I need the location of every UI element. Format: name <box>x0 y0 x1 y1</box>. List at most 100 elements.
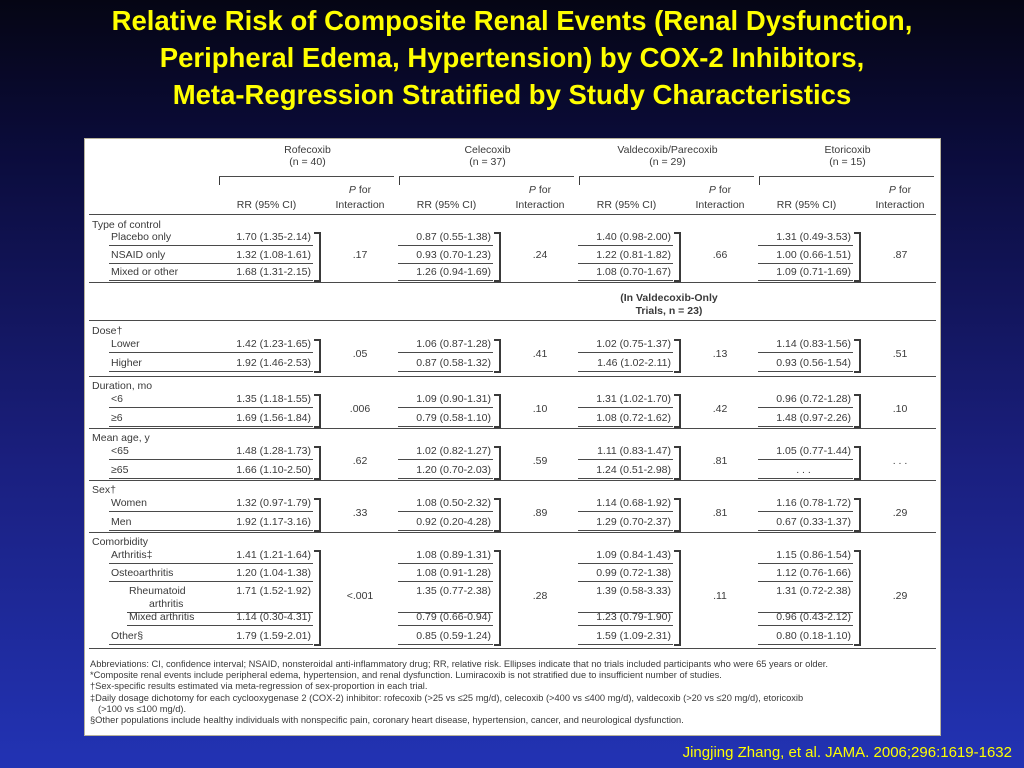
rr-cell: 1.08 (0.89-1.31) <box>416 549 491 561</box>
p-value: .59 <box>532 455 548 467</box>
rr-cell: 1.20 (0.70-2.03) <box>416 464 491 476</box>
section-rule <box>89 376 936 377</box>
row-rule <box>398 581 493 582</box>
interaction-bracket <box>314 394 321 428</box>
p-letter: P <box>348 184 356 196</box>
row-rule <box>578 625 673 626</box>
rr-cell: 1.12 (0.76-1.66) <box>776 567 851 579</box>
row-rule <box>109 426 313 427</box>
header-bottom-rule <box>89 214 936 215</box>
rr-cell: 0.99 (0.72-1.38) <box>596 567 671 579</box>
row-rule <box>398 407 493 408</box>
interaction-bracket <box>854 498 861 532</box>
table-figure: Rofecoxib (n = 40) RR (95% CI) P for Interac… <box>84 138 941 736</box>
p-value: .17 <box>352 249 368 261</box>
row-rule <box>398 352 493 353</box>
section-rule <box>89 320 936 321</box>
rr-cell: 0.93 (0.70-1.23) <box>416 249 491 261</box>
rr-cell: 1.23 (0.79-1.90) <box>596 611 671 623</box>
interaction-bracket <box>314 232 321 282</box>
rr-cell: 1.48 (0.97-2.26) <box>776 412 851 424</box>
valdecoxib-note: Trials, n = 23) <box>635 305 703 317</box>
row-rule <box>398 644 493 645</box>
p-value: .87 <box>892 249 908 261</box>
row-rule <box>758 371 853 372</box>
rr-cell: 1.11 (0.83-1.47) <box>597 445 671 457</box>
drug-n: (n = 29) <box>649 156 686 168</box>
row-label: <6 <box>111 393 123 405</box>
row-rule <box>758 581 853 582</box>
row-rule <box>398 280 493 281</box>
interaction-bracket <box>854 550 861 646</box>
header-rule <box>399 176 574 177</box>
header-rule <box>579 176 754 177</box>
rr-cell: 1.48 (1.28-1.73) <box>236 445 311 457</box>
row-rule <box>109 581 313 582</box>
header-bracket <box>399 176 403 185</box>
row-rule <box>398 263 493 264</box>
header-rule <box>219 176 394 177</box>
interaction-bracket <box>494 550 501 646</box>
row-rule <box>109 478 313 479</box>
row-rule <box>578 263 673 264</box>
rr-cell: 0.93 (0.56-1.54) <box>776 357 851 369</box>
section-label: Duration, mo <box>92 380 153 392</box>
p-letter: P <box>888 184 896 196</box>
p-value: .62 <box>352 455 368 467</box>
rr-cell: 1.35 (1.18-1.55) <box>236 393 311 405</box>
interaction-bracket <box>314 498 321 532</box>
row-rule <box>578 426 673 427</box>
p-interaction-header: Interaction <box>515 199 565 211</box>
rr-cell: 1.02 (0.82-1.27) <box>416 445 491 457</box>
footnote: (>100 vs ≤100 mg/d). <box>98 703 187 714</box>
p-header: P for <box>860 184 940 197</box>
rr-header: RR (95% CI) <box>416 199 477 211</box>
interaction-bracket <box>494 498 501 532</box>
section-label: Sex† <box>92 484 116 496</box>
row-label: ≥6 <box>111 412 123 424</box>
interaction-bracket <box>314 550 321 646</box>
p-value: .89 <box>532 507 548 519</box>
row-rule <box>758 511 853 512</box>
p-value: .33 <box>352 507 368 519</box>
row-label: Higher <box>111 357 142 369</box>
row-rule <box>758 426 853 427</box>
interaction-bracket <box>314 446 321 480</box>
p-for: for <box>535 184 552 196</box>
p-value: .81 <box>712 455 728 467</box>
p-for: for <box>355 184 372 196</box>
row-rule <box>578 245 673 246</box>
interaction-bracket <box>674 232 681 282</box>
citation: Jingjing Zhang, et al. JAMA. 2006;296:16… <box>682 744 1012 761</box>
row-rule <box>578 612 673 613</box>
row-rule <box>127 625 313 626</box>
meta-regression-table: Rofecoxib (n = 40) RR (95% CI) P for Interac… <box>89 142 936 662</box>
row-rule <box>127 612 313 613</box>
p-value: <.001 <box>346 590 374 602</box>
rr-cell: 1.14 (0.30-4.31) <box>236 611 311 623</box>
interaction-bracket <box>494 232 501 282</box>
p-value: .28 <box>532 590 548 602</box>
rr-cell: 1.59 (1.09-2.31) <box>596 630 671 642</box>
rr-cell: 1.92 (1.46-2.53) <box>236 357 311 369</box>
row-rule <box>398 612 493 613</box>
p-value: .81 <box>712 507 728 519</box>
p-letter: P <box>708 184 716 196</box>
rr-cell: 1.79 (1.59-2.01) <box>236 630 311 642</box>
row-label: <65 <box>111 445 129 457</box>
drug-n: (n = 15) <box>829 156 866 168</box>
section-label: Type of control <box>92 219 161 231</box>
p-value: .13 <box>712 348 728 360</box>
row-rule <box>109 407 313 408</box>
rr-cell: 1.02 (0.75-1.37) <box>596 338 671 350</box>
interaction-bracket <box>494 394 501 428</box>
row-rule <box>758 563 853 564</box>
section-rule <box>89 428 936 429</box>
row-label: NSAID only <box>111 249 166 261</box>
rr-cell: 1.08 (0.72-1.62) <box>596 412 671 424</box>
row-rule <box>578 352 673 353</box>
row-rule <box>578 371 673 372</box>
rr-cell: 1.32 (0.97-1.79) <box>236 497 311 509</box>
row-rule <box>398 625 493 626</box>
rr-cell: 1.16 (0.78-1.72) <box>776 497 851 509</box>
